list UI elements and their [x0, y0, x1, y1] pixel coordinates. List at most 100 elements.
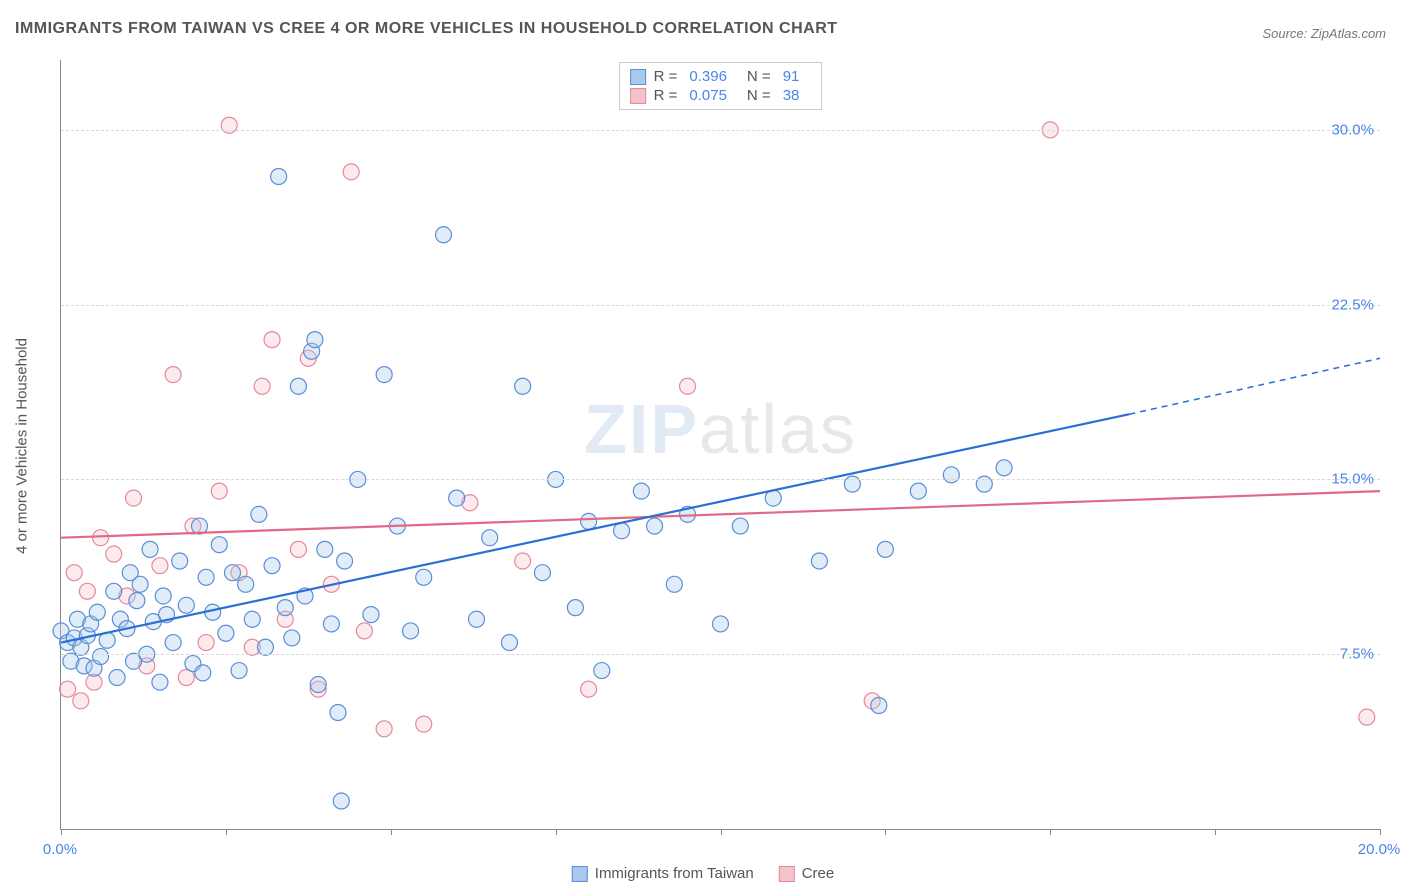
plot-area: ZIPatlas R = 0.396 N = 91 R = 0.075 N = … [60, 60, 1380, 830]
scatter-point [73, 693, 89, 709]
scatter-point [317, 541, 333, 557]
scatter-point [238, 576, 254, 592]
r-value-taiwan: 0.396 [689, 68, 727, 85]
scatter-point [129, 593, 145, 609]
legend-label-taiwan: Immigrants from Taiwan [595, 865, 754, 882]
scatter-point [257, 639, 273, 655]
scatter-point [178, 597, 194, 613]
y-axis-title: 4 or more Vehicles in Household [14, 338, 31, 554]
gridline [61, 479, 1380, 480]
scatter-point [567, 600, 583, 616]
scatter-point [633, 483, 649, 499]
scatter-point [152, 674, 168, 690]
legend-label-cree: Cree [802, 865, 835, 882]
scatter-point [732, 518, 748, 534]
scatter-point [330, 704, 346, 720]
x-tick [61, 829, 62, 835]
x-tick [1050, 829, 1051, 835]
r-label: R = [654, 68, 678, 85]
x-tick [391, 829, 392, 835]
stats-legend-row: R = 0.396 N = 91 [630, 67, 812, 86]
scatter-point [310, 677, 326, 693]
r-label: R = [654, 87, 678, 104]
scatter-point [666, 576, 682, 592]
scatter-point [106, 546, 122, 562]
stats-legend-row: R = 0.075 N = 38 [630, 86, 812, 105]
scatter-point [89, 604, 105, 620]
x-tick [1215, 829, 1216, 835]
scatter-point [290, 541, 306, 557]
scatter-point [211, 537, 227, 553]
x-tick-label: 0.0% [43, 841, 77, 858]
scatter-point [284, 630, 300, 646]
source-label: Source: ZipAtlas.com [1262, 26, 1386, 41]
series-legend: Immigrants from Taiwan Cree [572, 865, 834, 882]
scatter-point [126, 490, 142, 506]
x-tick [885, 829, 886, 835]
scatter-point [218, 625, 234, 641]
scatter-point [264, 332, 280, 348]
scatter-point [66, 565, 82, 581]
plot-svg [61, 60, 1380, 829]
x-tick [556, 829, 557, 835]
scatter-point [877, 541, 893, 557]
legend-swatch-taiwan [572, 866, 588, 882]
scatter-point [195, 665, 211, 681]
scatter-point [323, 616, 339, 632]
trend-line-extrapolated [1129, 358, 1380, 414]
gridline [61, 130, 1380, 131]
scatter-point [376, 367, 392, 383]
y-tick-label: 15.0% [1331, 471, 1374, 488]
n-value-taiwan: 91 [783, 68, 800, 85]
y-tick-label: 7.5% [1340, 646, 1374, 663]
stats-legend: R = 0.396 N = 91 R = 0.075 N = 38 [619, 62, 823, 110]
trend-line [61, 414, 1129, 642]
scatter-point [132, 576, 148, 592]
legend-swatch-cree [779, 866, 795, 882]
gridline [61, 654, 1380, 655]
y-tick-label: 30.0% [1331, 121, 1374, 138]
scatter-point [416, 569, 432, 585]
n-value-cree: 38 [783, 87, 800, 104]
scatter-point [79, 583, 95, 599]
scatter-point [165, 367, 181, 383]
legend-swatch-cree [630, 88, 646, 104]
scatter-point [264, 558, 280, 574]
scatter-point [416, 716, 432, 732]
scatter-point [343, 164, 359, 180]
scatter-point [93, 649, 109, 665]
scatter-point [713, 616, 729, 632]
scatter-point [109, 670, 125, 686]
scatter-point [231, 663, 247, 679]
scatter-point [534, 565, 550, 581]
scatter-point [1359, 709, 1375, 725]
scatter-point [277, 600, 293, 616]
scatter-point [333, 793, 349, 809]
scatter-point [515, 553, 531, 569]
legend-item-cree: Cree [779, 865, 835, 882]
scatter-point [271, 169, 287, 185]
scatter-point [436, 227, 452, 243]
scatter-point [198, 569, 214, 585]
scatter-point [482, 530, 498, 546]
r-value-cree: 0.075 [689, 87, 727, 104]
scatter-point [337, 553, 353, 569]
scatter-point [811, 553, 827, 569]
legend-swatch-taiwan [630, 69, 646, 85]
scatter-point [172, 553, 188, 569]
scatter-point [996, 460, 1012, 476]
scatter-point [152, 558, 168, 574]
scatter-point [251, 506, 267, 522]
y-tick-label: 22.5% [1331, 296, 1374, 313]
scatter-point [581, 681, 597, 697]
scatter-point [376, 721, 392, 737]
scatter-point [403, 623, 419, 639]
scatter-point [449, 490, 465, 506]
scatter-point [647, 518, 663, 534]
chart-title: IMMIGRANTS FROM TAIWAN VS CREE 4 OR MORE… [15, 20, 838, 38]
scatter-point [515, 378, 531, 394]
scatter-point [211, 483, 227, 499]
scatter-point [106, 583, 122, 599]
scatter-point [594, 663, 610, 679]
scatter-point [165, 635, 181, 651]
